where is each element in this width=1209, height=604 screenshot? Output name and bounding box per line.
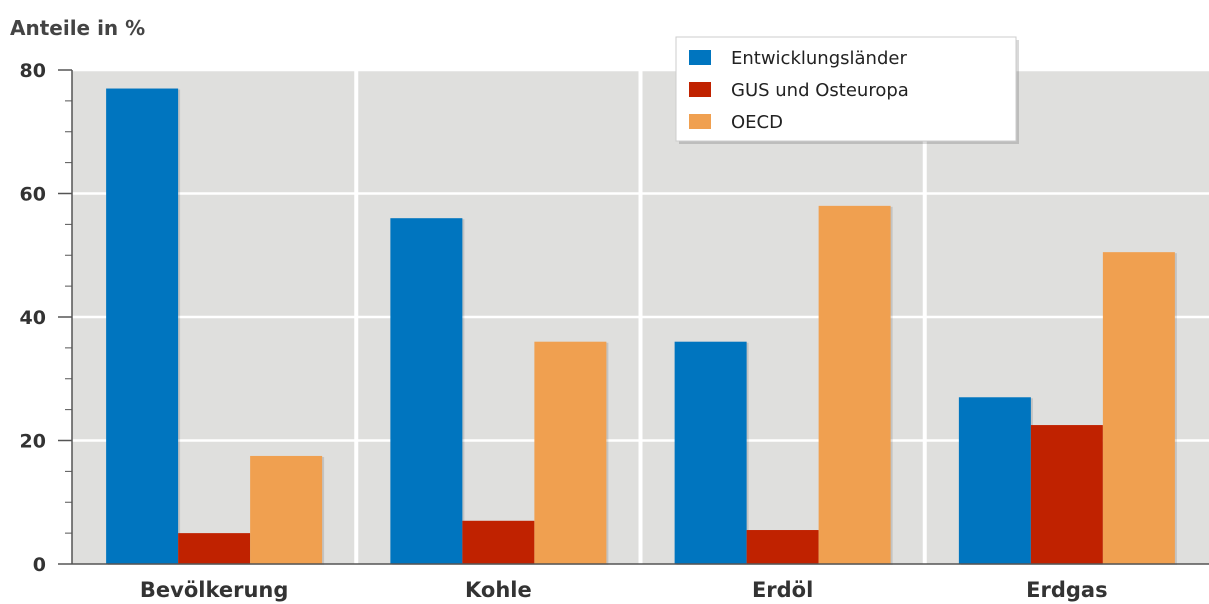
y-tick-label: 40 xyxy=(20,307,46,329)
x-tick-label: Kohle xyxy=(465,578,532,602)
bar xyxy=(106,88,179,565)
bars-group xyxy=(106,88,1177,566)
y-tick-label: 80 xyxy=(20,60,46,82)
x-tick-label: Erdöl xyxy=(752,578,813,602)
bar xyxy=(746,530,819,564)
bar xyxy=(462,520,535,564)
axes-group xyxy=(58,69,1209,565)
legend-box xyxy=(675,36,1017,142)
y-tick-label: 20 xyxy=(20,431,46,453)
x-tick-label: Bevölkerung xyxy=(140,578,289,602)
legend-label: GUS und Osteuropa xyxy=(731,80,909,101)
legend: Entwicklungsländer GUS und Osteuropa OECD xyxy=(675,36,1019,144)
legend-swatch xyxy=(689,82,711,97)
bar xyxy=(1102,252,1175,564)
bar xyxy=(250,455,323,564)
bar xyxy=(534,341,607,564)
bar xyxy=(674,341,747,564)
y-tick-labels-group: 0 20 40 60 80 xyxy=(20,60,46,576)
x-tick-label: Erdgas xyxy=(1026,578,1107,602)
legend-swatch xyxy=(689,50,711,65)
bar xyxy=(818,205,891,564)
gridlines-group xyxy=(72,68,1209,564)
legend-label: OECD xyxy=(731,112,783,133)
legend-label: Entwicklungsländer xyxy=(731,48,907,69)
y-tick-label: 60 xyxy=(20,184,46,206)
bar xyxy=(958,397,1031,564)
bar xyxy=(390,218,463,564)
y-axis-label: Anteile in % xyxy=(10,16,145,40)
y-tick-label: 0 xyxy=(33,554,46,576)
legend-swatch xyxy=(689,114,711,129)
bar xyxy=(178,533,251,564)
x-tick-labels-group: Bevölkerung Kohle Erdöl Erdgas xyxy=(140,578,1108,602)
bar xyxy=(1030,425,1103,564)
